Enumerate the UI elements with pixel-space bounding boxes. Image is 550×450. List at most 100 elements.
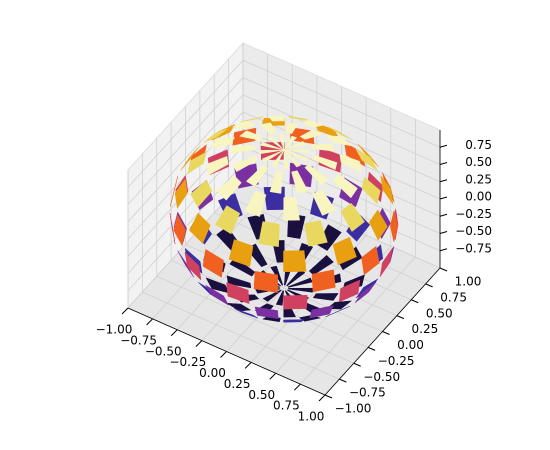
surface-patch [325,135,352,147]
surface-patch [262,289,282,302]
surface-patch [205,284,230,306]
surface-patch [346,212,371,242]
surface-patch [203,128,228,143]
surface-patch [267,115,285,122]
surface-patch [240,116,264,123]
surface-patch [180,146,199,171]
surface-patch [283,319,305,323]
surface-patch [253,271,278,293]
y-tick-label: 0.75 [440,290,467,304]
surface-patch [317,224,342,251]
y-tick-label: −1.00 [335,402,372,416]
surface-patch [231,120,257,129]
z-tick [439,213,448,217]
surface-patch [283,295,308,310]
surface-patch [269,170,283,194]
x-tick-label: 0.25 [224,377,251,391]
surface-patch [390,210,399,242]
surface-patch [226,282,250,304]
surface-patch [259,141,285,151]
surface-patch [283,140,307,151]
y-tick-label: 0.50 [426,306,453,320]
surface-patch [234,308,258,319]
surface-patch [209,137,236,149]
y-tick [324,394,333,399]
surface-patch [339,153,362,173]
surface-patch [309,143,336,152]
surface-patch [278,134,285,151]
grid-line [127,59,244,188]
z-tick [439,162,448,165]
x-tick [195,340,203,347]
surface-patch [357,143,379,167]
surface-patch [328,126,353,141]
surface-patch [283,149,310,154]
surface-patch [230,145,256,154]
surface-patch [226,302,252,312]
surface-patch [169,213,176,245]
y-tick-label: 0.25 [412,322,439,336]
surface-patch [270,149,285,168]
x-tick [146,318,153,326]
y-tick-label: −0.75 [349,386,386,400]
surface-patch [332,236,357,266]
x-tick-label: 1.00 [298,410,325,424]
surface-patch [215,205,241,235]
z-tick-label: 0.00 [465,190,492,204]
surface-patch [228,239,254,267]
surface-patch [283,197,300,221]
surface-patch [287,277,313,288]
grid-line [142,291,340,380]
surface-patch [301,119,324,128]
z-tick-label: −0.75 [455,241,492,255]
y-tick [396,315,405,320]
y-tick [367,346,376,351]
surface-patch [169,176,178,207]
surface-patch [275,290,284,306]
z-tick-label: 0.50 [465,155,492,169]
y-tick [353,362,361,367]
surface-patch [283,149,302,168]
surface-patch [332,173,358,199]
x-tick-label: 0.75 [273,399,300,413]
surface-patch [285,122,299,134]
surface-patch [173,214,186,247]
surface-patch [369,209,388,241]
z-tick-label: −0.25 [455,207,492,221]
surface-patch [177,250,195,278]
surface-patch [311,189,336,216]
surface-patch [258,149,285,155]
z-tick [439,231,448,234]
grid-line [214,212,412,301]
surface-patch [308,254,334,276]
surface-patch [187,151,207,175]
y-tick-label: −0.50 [363,370,400,384]
surface-patch [174,178,188,209]
x-tick [294,383,301,391]
x-tick-label: −0.25 [169,355,206,369]
x-tick-label: 0.00 [199,366,226,380]
surface-patch [244,190,267,217]
x-tick [121,307,129,315]
x-tick-label: −0.75 [120,333,157,347]
surface-patch [312,293,339,301]
surface-patch [309,305,334,319]
surface-patch [283,135,298,151]
surface-patch [380,175,394,205]
z-tick [439,196,448,200]
surface-patch [338,279,361,303]
surface-patch [283,250,307,273]
x-tick [220,351,227,358]
y-tick [439,267,448,272]
surface-patch [325,306,350,318]
y-tick-label: −0.25 [378,354,415,368]
grid-line [242,59,441,148]
y-tick-label: 1.00 [455,275,482,289]
surface-patch [379,248,393,277]
surface-patch [312,154,338,171]
grid-line [156,275,354,364]
surface-patch [216,175,242,201]
surface-patch [304,164,329,186]
surface-patch [202,249,224,278]
surface-patch [361,245,380,276]
